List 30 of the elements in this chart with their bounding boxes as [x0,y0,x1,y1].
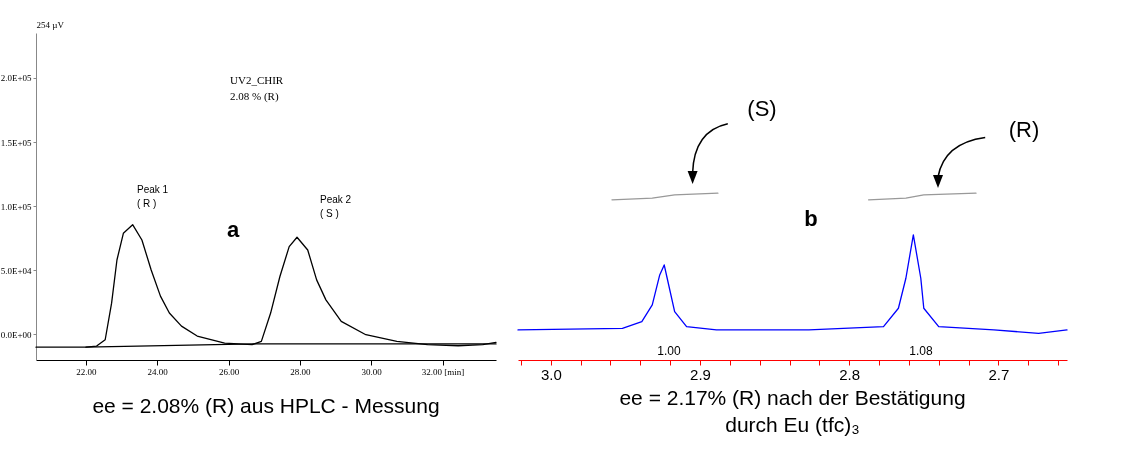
y-tick-label: 1.5E+05 [0,137,32,148]
annotation: 2.08 % (R) [230,90,279,103]
y-axis-title: 254 µV [36,19,65,30]
x-tick-label: 2.7 [988,365,1010,383]
x-tick-label: 24.00 [147,366,169,377]
x-tick-label: 28.00 [290,366,311,377]
x-tick-label: 3.0 [540,365,562,383]
annotation: Peak 1 [137,184,169,195]
y-tick-label: 2.0E+05 [0,73,32,84]
x-tick-label: 32.00 [min] [421,366,465,377]
annotation: a [226,217,240,242]
x-tick-label: 30.00 [361,366,383,377]
x-tick-label: 22.00 [76,366,98,377]
y-tick-label: 0.0E+00 [0,329,32,340]
annotation: ( S ) [320,208,339,219]
annotation: UV2_CHIR [230,74,284,86]
y-tick-label: 5.0E+04 [0,265,32,276]
text: (S) [747,96,777,121]
text: ee = 2.17% (R) nach der Bestätigung durch Eu (tfc)₃ [619,386,966,436]
annotation: ( R ) [137,198,157,209]
annotation: 1.00 [657,344,681,358]
x-tick-label: 26.00 [218,366,240,377]
y-tick-label: 1.0E+05 [0,201,32,212]
annotation: Peak 2 [320,194,352,205]
text: (R) [1008,117,1040,142]
x-tick-label: 2.9 [690,365,711,383]
x-tick-label: 2.8 [839,365,861,383]
annotation: b [804,206,818,231]
text: ee = 2.08% (R) aus HPLC - Messung [92,394,440,417]
annotation: 1.08 [909,344,933,358]
